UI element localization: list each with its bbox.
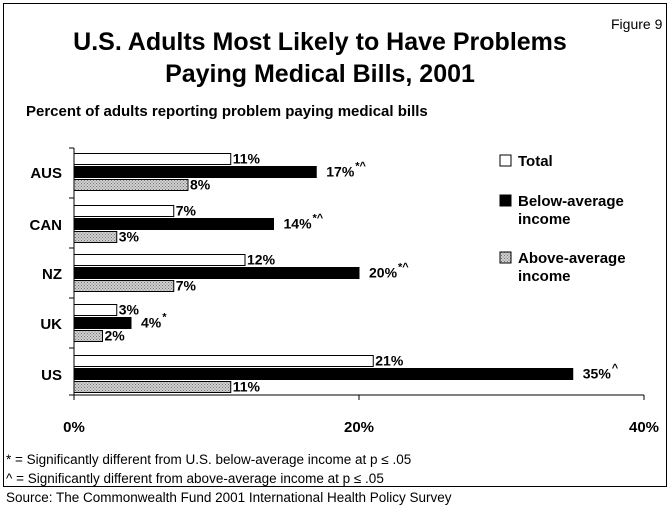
chart-title: U.S. Adults Most Likely to Have Problems… xyxy=(40,26,600,90)
value-label-aus-above-average: 8% xyxy=(190,177,211,193)
legend-swatch-below-average xyxy=(499,194,512,207)
bar-uk-total xyxy=(73,304,118,316)
value-label-nz-below-average: 20% xyxy=(369,265,398,281)
value-label-aus-total: 11% xyxy=(233,151,261,167)
value-label-nz-total: 12% xyxy=(247,252,276,268)
source-note: Source: The Commonwealth Fund 2001 Inter… xyxy=(6,490,452,505)
bar-aus-above-average xyxy=(73,179,189,191)
category-label-can: CAN xyxy=(30,217,63,234)
bar-nz-above-average xyxy=(73,280,175,292)
significance-mark-can: *^ xyxy=(313,213,324,225)
legend-label-total: Total xyxy=(518,153,553,170)
figure-frame xyxy=(3,3,667,487)
x-tick-label-1: 20% xyxy=(344,419,374,436)
value-label-us-below-average: 35% xyxy=(583,366,612,382)
bar-uk-above-average xyxy=(73,330,103,342)
x-tick-label-2: 40% xyxy=(629,419,659,436)
figure-label: Figure 9 xyxy=(611,16,663,32)
category-label-nz: NZ xyxy=(42,266,62,283)
category-label-aus: AUS xyxy=(30,165,62,182)
x-tick-label-0: 0% xyxy=(63,419,85,436)
legend-label-above-average-line-2: income xyxy=(518,268,571,285)
value-label-uk-below-average: 4% xyxy=(141,315,162,331)
legend-label-below-average-line-2: income xyxy=(518,211,571,228)
value-label-can-above-average: 3% xyxy=(119,229,140,245)
significance-mark-aus: *^ xyxy=(355,161,366,173)
chart-title-line-2: Paying Medical Bills, 2001 xyxy=(165,60,475,88)
significance-mark-nz: *^ xyxy=(398,262,409,274)
value-label-aus-below-average: 17% xyxy=(326,164,355,180)
legend-label-above-average: Above-average xyxy=(518,250,626,267)
legend-swatch-total xyxy=(499,154,512,167)
legend-label-below-average: Below-average xyxy=(518,193,624,210)
category-label-uk: UK xyxy=(40,316,62,333)
value-label-us-total: 21% xyxy=(375,353,404,369)
value-label-can-below-average: 14% xyxy=(284,216,313,232)
category-label-us: US xyxy=(41,367,62,384)
bar-us-total xyxy=(73,355,374,367)
bar-us-below-average xyxy=(73,368,574,380)
value-label-uk-total: 3% xyxy=(119,302,140,318)
bar-aus-total xyxy=(73,153,232,165)
chart-subtitle: Percent of adults reporting problem payi… xyxy=(26,103,428,120)
footnote-significance-star: * = Significantly different from U.S. be… xyxy=(6,452,412,467)
footnotes: * = Significantly different from U.S. be… xyxy=(6,450,452,507)
bar-us-above-average xyxy=(73,381,232,393)
chart-title-line-1: U.S. Adults Most Likely to Have Problems xyxy=(73,28,567,56)
value-label-uk-above-average: 2% xyxy=(105,328,126,344)
bar-nz-below-average xyxy=(73,267,360,279)
bar-can-below-average xyxy=(73,218,274,230)
value-label-us-above-average: 11% xyxy=(233,379,261,395)
bar-can-total xyxy=(73,205,175,217)
footnote-significance-caret: ^ = Significantly different from above-a… xyxy=(6,471,384,486)
value-label-can-total: 7% xyxy=(176,203,197,219)
legend-swatch-above-average xyxy=(499,251,512,264)
significance-mark-us: ^ xyxy=(612,363,619,375)
significance-mark-uk: * xyxy=(162,312,167,324)
bar-can-above-average xyxy=(73,231,118,243)
bar-nz-total xyxy=(73,254,246,266)
value-label-nz-above-average: 7% xyxy=(176,278,197,294)
